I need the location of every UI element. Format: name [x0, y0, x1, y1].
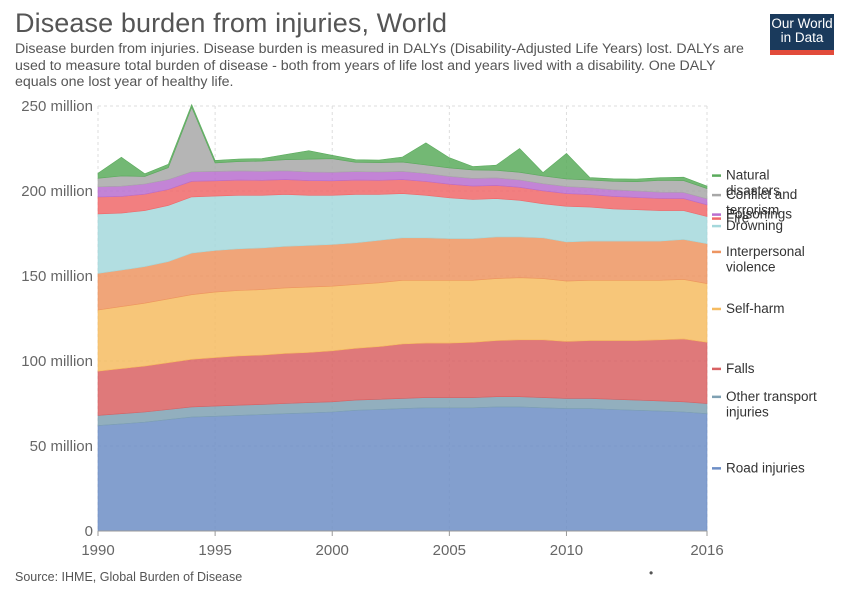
- legend-label: Poisonings: [726, 207, 792, 222]
- legend-item-falls[interactable]: Falls: [712, 361, 755, 376]
- x-tick-label: 2005: [433, 542, 466, 559]
- chart-areas: [97, 103, 708, 532]
- legend-item-fire[interactable]: Fire: [712, 211, 749, 226]
- logo-line-1: Our World: [771, 16, 833, 31]
- legend-label: Drowning: [726, 218, 783, 233]
- legend-item-drowning[interactable]: Drowning: [712, 218, 783, 233]
- legend-label: Falls: [726, 361, 755, 376]
- legend-label: terrorism: [726, 203, 779, 218]
- legend-label: violence: [726, 259, 776, 274]
- y-tick-label: 250 million: [21, 98, 93, 115]
- x-tick-label: 2016: [690, 542, 723, 559]
- legend-label: Self-harm: [726, 301, 785, 316]
- legend-item-self-harm[interactable]: Self-harm: [712, 301, 785, 316]
- area-road-injuries[interactable]: [97, 406, 708, 532]
- y-tick-label: 150 million: [21, 268, 93, 285]
- source-note: Source: IHME, Global Burden of Disease: [15, 570, 243, 584]
- legend-label: Other transport: [726, 389, 817, 404]
- logo-line-2: in Data: [780, 30, 824, 45]
- legend-label: Road injuries: [726, 460, 805, 475]
- x-tick-label: 2010: [550, 542, 583, 559]
- chart-title: Disease burden from injuries, World: [15, 8, 448, 38]
- footer-dot: •: [649, 566, 654, 580]
- owid-logo[interactable]: Our World in Data: [770, 14, 834, 55]
- legend-label: disasters: [726, 183, 780, 198]
- y-tick-label: 100 million: [21, 353, 93, 370]
- y-tick-label: 0: [85, 523, 93, 540]
- legend-label: Interpersonal: [726, 244, 805, 259]
- legend-label: Natural: [726, 168, 770, 183]
- y-tick-label: 200 million: [21, 183, 93, 200]
- y-tick-label: 50 million: [30, 438, 93, 455]
- logo-accent-bar: [770, 50, 834, 55]
- chart-axes: 0 50 million 100 million 150 million 200 mil…: [21, 98, 723, 559]
- legend-item-poisonings[interactable]: Poisonings: [712, 207, 792, 222]
- x-tick-label: 2000: [316, 542, 349, 559]
- legend-label: Conflict and: [726, 187, 797, 202]
- x-tick-label: 1995: [198, 542, 231, 559]
- chart-subtitle: Disease burden from injuries. Disease bu…: [15, 41, 744, 90]
- area-natural-disasters[interactable]: [97, 103, 708, 190]
- legend-item-road-injuries[interactable]: Road injuries: [712, 460, 805, 475]
- x-tick-label: 1990: [81, 542, 114, 559]
- legend-label: Fire: [726, 211, 749, 226]
- legend-label: injuries: [726, 404, 769, 419]
